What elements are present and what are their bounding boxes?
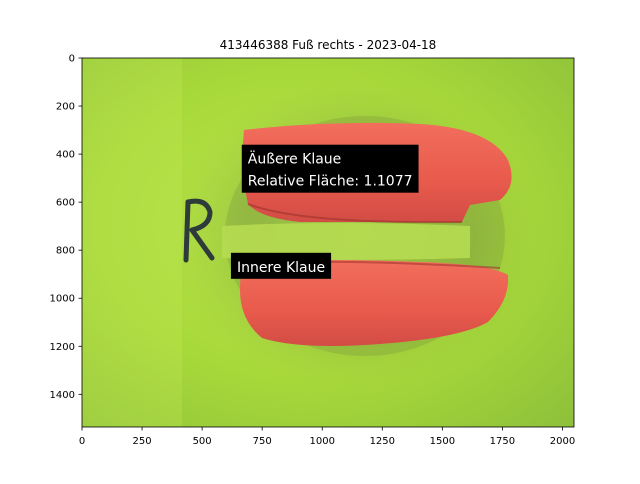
image-highlight-left [82,58,182,427]
plot-frame [81,57,575,428]
annotation-box [230,252,332,279]
chart-title: 413446388 Fuß rechts - 2023-04-18 [220,38,437,52]
plot-image [82,58,574,427]
annotations: Äußere Klaue Relative Fläche: 1.1077 Inner… [230,144,419,279]
y-tick-label: 800 [56,246,75,257]
x-tick-label: 1750 [490,436,515,447]
x-tick-label: 250 [133,436,152,447]
x-tick-label: 500 [193,436,212,447]
annotation-line: Äußere Klaue [248,150,342,168]
x-tick-label: 1500 [430,436,455,447]
inter-claw-skin [222,223,470,260]
annotation-inner-claw: Innere Klaue [230,252,332,279]
y-tick-label: 1000 [50,294,75,305]
x-tick-label: 1000 [310,436,335,447]
marker-letter [183,198,215,263]
annotation-line: Innere Klaue [237,260,325,276]
y-tick-label: 1200 [50,342,75,353]
x-tick-label: 750 [253,436,272,447]
y-axis: 0 200 400 600 800 1000 1200 1400 [50,54,82,401]
y-tick-label: 1400 [50,390,75,401]
x-tick-label: 0 [79,436,85,447]
y-tick-label: 400 [56,150,75,161]
x-tick-label: 1250 [370,436,395,447]
outer-claw-edge [247,203,463,224]
annotation-box [241,144,419,193]
annotation-outer-claw: Äußere Klaue Relative Fläche: 1.1077 [241,144,419,193]
y-tick-label: 0 [69,54,75,65]
x-axis: 0 250 500 750 1000 1250 1500 1750 2000 [79,427,575,447]
x-tick-label: 2000 [550,436,575,447]
y-tick-label: 600 [56,198,75,209]
annotation-line: Relative Fläche: 1.1077 [248,174,413,190]
inner-claw-shape [240,260,509,346]
y-tick-label: 200 [56,102,75,113]
